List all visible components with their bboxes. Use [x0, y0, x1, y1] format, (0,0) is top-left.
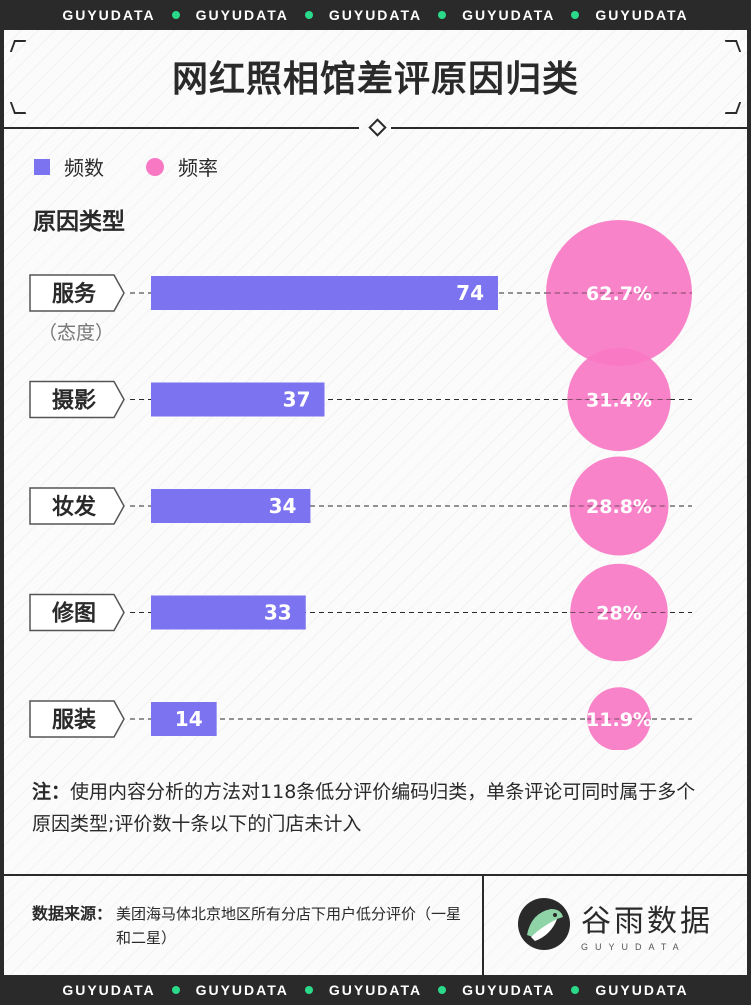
- legend-circle-icon: [146, 157, 164, 176]
- green-dot-icon: [438, 11, 447, 19]
- green-dot-icon: [304, 986, 313, 994]
- green-dot-icon: [571, 986, 580, 994]
- count-value-label: 74: [456, 281, 484, 305]
- bottom-brand-strip: GUYUDATA GUYUDATA GUYUDATA GUYUDATA GUYU…: [0, 975, 751, 1005]
- rate-value-label: 62.7%: [586, 283, 652, 305]
- source-label: 数据来源：: [32, 904, 113, 923]
- title-divider-right: [391, 127, 747, 129]
- category-tag: [29, 487, 125, 525]
- green-dot-icon: [171, 986, 180, 994]
- source-text: 美团海马体北京地区所有分店下用户低分评价（一星和二星）: [116, 905, 462, 947]
- category-tag: [29, 593, 125, 632]
- category-tag: [29, 380, 125, 419]
- chart-note: 注：使用内容分析的方法对118条低分评价编码归类，单条评论可同时属于多个原因类型…: [32, 776, 712, 840]
- legend-square-icon: [34, 158, 50, 175]
- green-dot-icon: [571, 11, 580, 19]
- green-dot-icon: [171, 11, 180, 19]
- green-dot-icon: [304, 11, 313, 19]
- strip-brand-text: GUYUDATA: [62, 7, 156, 23]
- logo-en-text: GUYUDATA: [581, 942, 686, 952]
- legend-rate-label: 频率: [178, 156, 218, 180]
- category-label: 摄影: [52, 389, 96, 414]
- note-label: 注：: [32, 781, 71, 803]
- strip-brand-text: GUYUDATA: [462, 982, 556, 998]
- category-label: 修图: [51, 601, 96, 627]
- strip-brand-text: GUYUDATA: [595, 982, 689, 998]
- rate-value-label: 31.4%: [586, 390, 652, 412]
- rate-value-label: 11.9%: [586, 709, 652, 731]
- count-bar: [151, 702, 217, 736]
- infographic-card: 网红照相馆差评原因归类 频数 频率 原因类型 74 62.7% 服务 37 31.4% 摄…: [4, 30, 747, 975]
- count-value-label: 14: [175, 707, 203, 731]
- logo-cn-text: 谷雨数据: [581, 904, 713, 939]
- bird-logo-icon: [518, 898, 570, 950]
- count-bar: [151, 489, 311, 523]
- count-bar: [151, 276, 498, 310]
- chart-title: 网红照相馆差评原因归类: [171, 59, 579, 100]
- strip-brand-text: GUYUDATA: [328, 982, 423, 998]
- strip-brand-text: GUYUDATA: [595, 7, 689, 23]
- footer-vertical-divider: [482, 876, 484, 975]
- category-label: 服务: [52, 282, 97, 307]
- category-tag: [29, 700, 125, 738]
- green-dot-icon: [438, 986, 447, 994]
- rate-bubble: [567, 347, 671, 452]
- strip-brand-text: GUYUDATA: [195, 7, 289, 23]
- strip-brand-text: GUYUDATA: [462, 7, 556, 23]
- footer-divider: [4, 874, 747, 876]
- category-tag: [29, 274, 125, 312]
- data-source: 数据来源： 美团海马体北京地区所有分店下用户低分评价（一星和二星）: [32, 902, 472, 950]
- chart-legend: 频数 频率: [34, 152, 218, 181]
- top-brand-strip: GUYUDATA GUYUDATA GUYUDATA GUYUDATA GUYU…: [0, 0, 751, 30]
- rate-value-label: 28.8%: [586, 496, 652, 518]
- count-value-label: 37: [283, 388, 311, 412]
- strip-brand-text: GUYUDATA: [328, 7, 423, 23]
- rate-value-label: 28%: [596, 603, 641, 625]
- title-divider-left: [4, 127, 359, 129]
- count-value-label: 34: [269, 494, 297, 518]
- category-label: 服装: [52, 708, 96, 733]
- note-text: 使用内容分析的方法对118条低分评价编码归类，单条评论可同时属于多个原因类型;评…: [32, 781, 696, 835]
- count-value-label: 33: [264, 601, 292, 625]
- category-sub-label: （态度）: [38, 322, 115, 344]
- legend-count-label: 频数: [64, 156, 104, 180]
- strip-brand-text: GUYUDATA: [62, 982, 156, 998]
- brand-logo: 谷雨数据 GUYUDATA: [517, 896, 713, 952]
- strip-brand-text: GUYUDATA: [195, 982, 289, 998]
- count-bar: [151, 382, 325, 417]
- category-axis-heading: 原因类型: [33, 209, 125, 235]
- bar-bubble-chart: 74 62.7% 服务 37 31.4% 摄影 34 28.8% 妆发 33 28% 修图 14 11.9…: [29, 220, 692, 750]
- category-label: 妆发: [52, 494, 97, 520]
- count-bar: [151, 595, 306, 630]
